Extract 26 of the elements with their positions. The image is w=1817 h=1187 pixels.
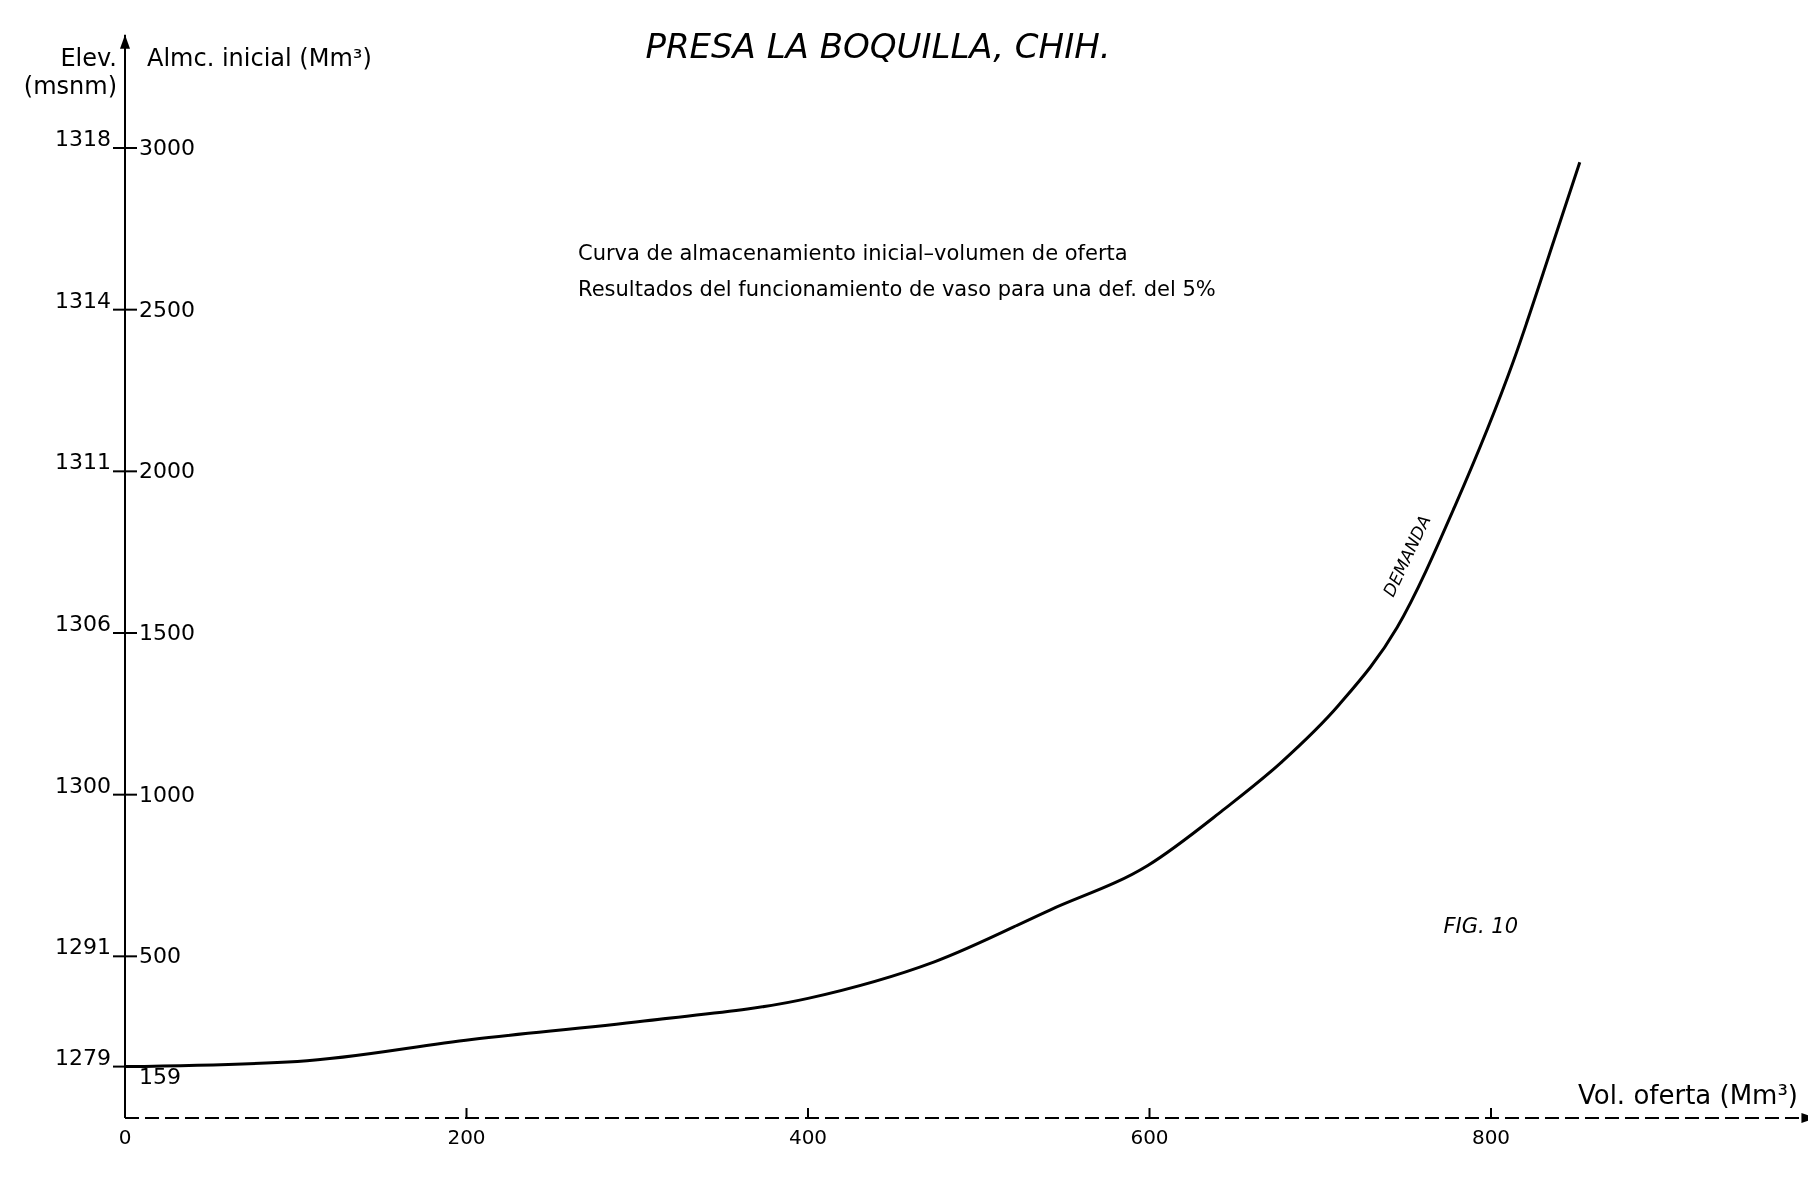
text: 1279 bbox=[55, 1044, 111, 1070]
text: 1318 bbox=[55, 126, 111, 151]
y2-axis-title: Elev. (msnm) bbox=[23, 44, 117, 100]
y-tick-label: 159 bbox=[139, 1063, 181, 1089]
y-tick-label: 500 bbox=[139, 943, 181, 969]
text: 1300 bbox=[55, 772, 111, 798]
x-tick-label: 200 bbox=[447, 1125, 486, 1149]
annotation: FIG. 10 bbox=[1443, 914, 1518, 938]
y-tick-label: 2000 bbox=[139, 458, 195, 484]
x-axis-title: Vol. oferta (Mm³) bbox=[1577, 1080, 1798, 1110]
text: 1314 bbox=[55, 287, 111, 313]
x-tick-label: 0 bbox=[118, 1125, 132, 1149]
text: 1306 bbox=[55, 611, 111, 636]
x-tick-label: 600 bbox=[1130, 1125, 1169, 1149]
annotation: Curva de almacenamiento inicial–volumen de oferta bbox=[578, 241, 1128, 265]
y-tick-label: 2500 bbox=[139, 296, 195, 322]
chart-title: PRESA LA BOQUILLA, CHIH. bbox=[645, 26, 1111, 66]
y-tick-label: 1000 bbox=[139, 781, 195, 807]
text: 1291 bbox=[55, 934, 111, 960]
x-tick-label: 800 bbox=[1471, 1125, 1511, 1149]
text: 1311 bbox=[55, 449, 111, 475]
x-tick-label: 400 bbox=[788, 1125, 828, 1149]
y-tick-label: 3000 bbox=[139, 135, 195, 160]
y-tick-label: 1500 bbox=[139, 620, 195, 645]
annotation: Resultados del funcionamiento de vaso para una def. del 5% bbox=[578, 277, 1216, 301]
y-axis-title: Almc. inicial (Mm³) bbox=[147, 44, 372, 72]
